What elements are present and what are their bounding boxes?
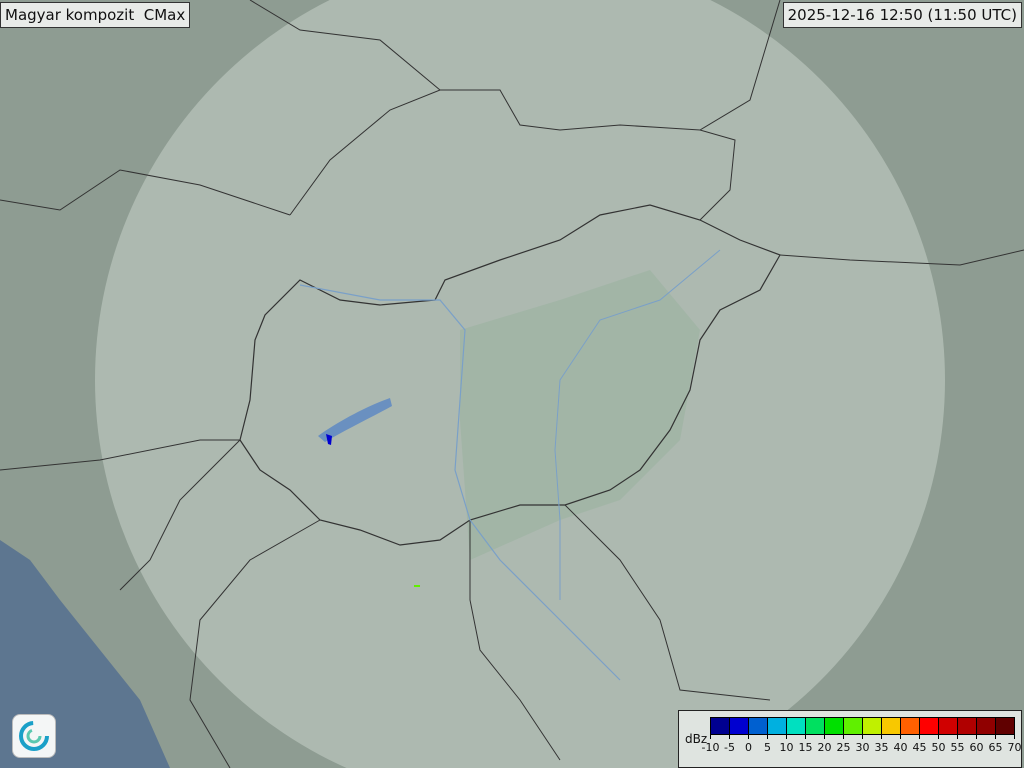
legend-tick-label: 35: [874, 741, 889, 754]
legend-tick: [862, 733, 863, 739]
austria-border: [0, 169, 291, 471]
legend-tick-label: -5: [724, 741, 735, 754]
legend-tick-label: 65: [988, 741, 1003, 754]
legend-swatch: [882, 718, 901, 734]
croatia-border: [119, 439, 321, 768]
serbia-border: [469, 504, 771, 761]
hungary-border: [239, 204, 781, 546]
legend-tick-label: 40: [893, 741, 908, 754]
legend-swatch: [768, 718, 787, 734]
legend-tick: [919, 733, 920, 739]
legend-tick-label: 15: [798, 741, 813, 754]
legend-tick-label: 50: [931, 741, 946, 754]
legend-tick-label: 70: [1007, 741, 1022, 754]
legend-tick: [976, 733, 977, 739]
legend-tick: [824, 733, 825, 739]
great-plain: [460, 270, 700, 560]
slovakia-border: [289, 89, 736, 221]
legend-tick: [938, 733, 939, 739]
lake-balaton: [318, 398, 392, 442]
legend-tick: [957, 733, 958, 739]
radar-echo: [326, 434, 332, 445]
product-title: Magyar kompozit CMax: [0, 2, 191, 28]
legend-tick: [786, 733, 787, 739]
legend-tick-label: 0: [745, 741, 752, 754]
legend-swatch: [977, 718, 996, 734]
legend-tick: [900, 733, 901, 739]
danube-river: [299, 284, 621, 681]
legend-tick-label: 55: [950, 741, 965, 754]
legend-tick: [710, 733, 711, 739]
legend-tick-label: -10: [701, 741, 720, 754]
legend-tick-label: 5: [764, 741, 771, 754]
legend-swatch: [806, 718, 825, 734]
radar-echo: [414, 585, 420, 587]
legend-swatch: [749, 718, 768, 734]
legend-tick: [1014, 733, 1015, 739]
legend-tick-label: 30: [855, 741, 870, 754]
legend-swatch: [711, 718, 730, 734]
legend-tick-label: 10: [779, 741, 794, 754]
adriatic-sea: [0, 540, 170, 768]
legend-swatch: [996, 718, 1014, 734]
timestamp: 2025-12-16 12:50 (11:50 UTC): [782, 2, 1022, 28]
legend-tick: [748, 733, 749, 739]
legend-tick-label: 45: [912, 741, 927, 754]
legend-swatch: [787, 718, 806, 734]
romania-border: [779, 249, 1024, 266]
legend-tick: [767, 733, 768, 739]
legend-unit: dBz: [685, 732, 708, 746]
poland-border: [249, 0, 781, 131]
legend-color-bar: [710, 717, 1015, 735]
legend-tick-label: 60: [969, 741, 984, 754]
tisza-river: [554, 249, 721, 600]
legend-swatch: [844, 718, 863, 734]
swirl-logo-icon: [12, 714, 56, 758]
legend-tick: [805, 733, 806, 739]
legend-swatch: [730, 718, 749, 734]
legend-tick-label: 25: [836, 741, 851, 754]
legend-tick-label: 20: [817, 741, 832, 754]
legend-swatch: [920, 718, 939, 734]
legend-swatch: [958, 718, 977, 734]
dbz-legend: dBz -10 -5 0 5 10 15 20 25 30 35 40 45 50 55 60 65 70: [678, 710, 1022, 768]
legend-swatch: [901, 718, 920, 734]
legend-tick: [995, 733, 996, 739]
legend-swatch: [825, 718, 844, 734]
legend-tick: [729, 733, 730, 739]
legend-swatch: [939, 718, 958, 734]
legend-tick: [843, 733, 844, 739]
legend-tick: [881, 733, 882, 739]
legend-swatch: [863, 718, 882, 734]
